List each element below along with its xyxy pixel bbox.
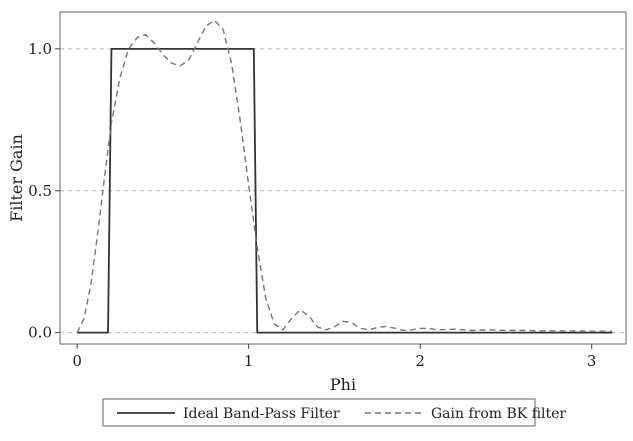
series-line-ideal <box>77 47 613 334</box>
series-line-bk <box>76 19 613 333</box>
y-tick-label: 0.5 <box>28 182 52 200</box>
legend: Ideal Band-Pass Filter Gain from BK filt… <box>102 398 566 427</box>
y-axis-title: Filter Gain <box>7 134 26 222</box>
axis-ticks: 0.0 0.5 1.0 0 1 2 3 <box>28 40 596 370</box>
x-axis-title: Phi <box>330 375 356 394</box>
legend-label-ideal: Ideal Band-Pass Filter <box>183 406 340 422</box>
x-tick-label: 3 <box>587 352 597 370</box>
x-tick-label: 1 <box>244 352 254 370</box>
y-tick-label: 1.0 <box>28 40 52 58</box>
x-tick-label: 2 <box>415 352 425 370</box>
x-tick-label: 0 <box>72 352 82 370</box>
plot-frame <box>59 11 627 345</box>
series-group <box>76 19 613 334</box>
legend-label-bk: Gain from BK filter <box>431 406 566 422</box>
y-tick-label: 0.0 <box>28 324 52 342</box>
